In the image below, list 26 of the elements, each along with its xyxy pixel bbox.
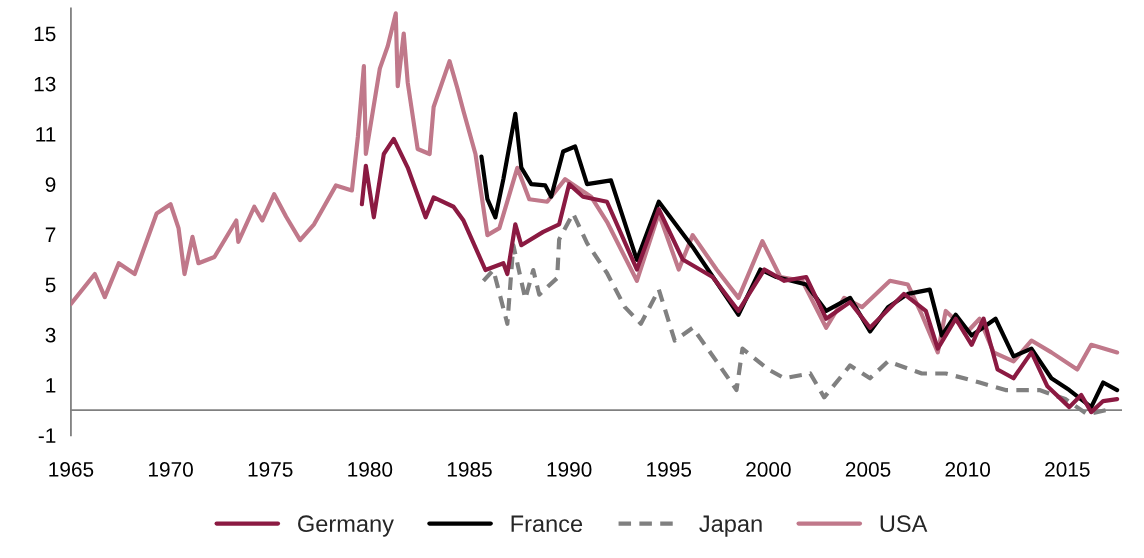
x-tick-label: 2015 xyxy=(1045,462,1090,477)
y-tick-label: 13 xyxy=(34,76,56,92)
x-tick-label: 1965 xyxy=(49,462,94,477)
legend-label: USA xyxy=(880,515,928,533)
line-series xyxy=(70,11,1120,372)
x-tick-label: 2000 xyxy=(746,462,791,477)
line-series xyxy=(359,136,1120,415)
legend-label: Germany xyxy=(298,515,394,537)
y-tick-label: 1 xyxy=(46,378,56,393)
y-tick-label: -1 xyxy=(38,428,56,443)
y-tick-label: 5 xyxy=(45,277,56,293)
x-tick-label: 2010 xyxy=(945,462,991,477)
x-tick-label: 1990 xyxy=(547,462,592,477)
x-tick-label: 1970 xyxy=(148,462,193,477)
x-tick-label: 1995 xyxy=(647,462,692,477)
x-tick-label: 1985 xyxy=(447,462,492,477)
x-tick-label: 2005 xyxy=(845,462,891,477)
x-tick-label: 1975 xyxy=(248,462,293,477)
x-tick-label: 1980 xyxy=(348,462,393,477)
y-tick-label: 3 xyxy=(45,327,56,343)
y-tick-label: 11 xyxy=(36,127,56,142)
y-tick-label: 9 xyxy=(45,177,56,192)
y-tick-label: 15 xyxy=(34,26,56,42)
y-tick-label: 7 xyxy=(45,227,56,242)
legend-label: Japan xyxy=(699,515,762,537)
legend-label: France xyxy=(511,515,583,533)
